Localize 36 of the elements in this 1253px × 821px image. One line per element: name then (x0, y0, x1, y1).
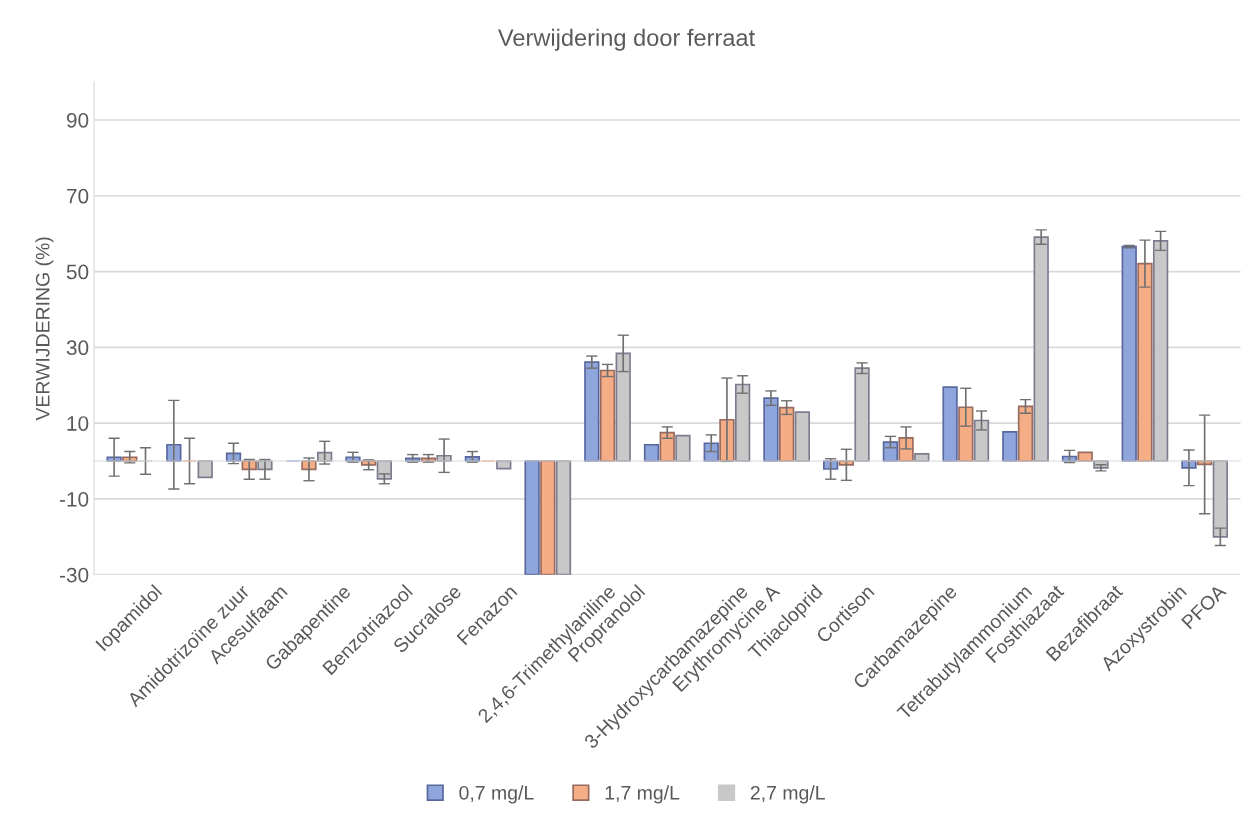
legend-label: 2,7 mg/L (750, 785, 825, 804)
bar (1033, 236, 1049, 462)
bar (763, 397, 779, 462)
bar (615, 352, 631, 462)
bar (734, 383, 751, 462)
y-tick-label: 90 (66, 112, 89, 128)
bar (1152, 240, 1169, 462)
y-tick-label: 70 (67, 188, 89, 204)
y-tick-label: -30 (59, 567, 89, 583)
legend-label: 1,7 mg/L (605, 785, 680, 804)
bar (1121, 245, 1137, 462)
chart-title: Verwijdering door ferraat (497, 28, 755, 51)
bar (973, 419, 990, 462)
bar (854, 367, 870, 462)
y-axis-title: VERWIJDERING (%) (35, 237, 54, 421)
bar (599, 369, 616, 462)
bar (1002, 431, 1018, 462)
bar (1212, 460, 1228, 538)
y-tick-label: 30 (66, 340, 89, 356)
bar (1137, 262, 1153, 462)
bar (524, 460, 540, 575)
bar (584, 361, 600, 462)
y-tick-label: -10 (59, 491, 89, 507)
bar (958, 406, 974, 462)
bar (794, 411, 811, 462)
bar (540, 460, 556, 575)
bar (942, 386, 958, 462)
bar (882, 441, 899, 462)
bar (659, 431, 675, 462)
bar (1017, 405, 1034, 462)
y-tick-label: 10 (67, 416, 89, 431)
bar (555, 460, 572, 575)
bar (675, 434, 691, 462)
bar (778, 406, 795, 462)
y-tick-label: 50 (66, 264, 89, 280)
legend-label: 0,7 mg/L (459, 785, 534, 804)
